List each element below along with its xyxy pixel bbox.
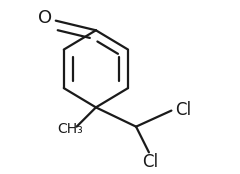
Text: O: O [38, 9, 53, 27]
Text: CH₃: CH₃ [57, 122, 83, 136]
Text: Cl: Cl [143, 153, 159, 171]
Text: Cl: Cl [175, 101, 192, 119]
